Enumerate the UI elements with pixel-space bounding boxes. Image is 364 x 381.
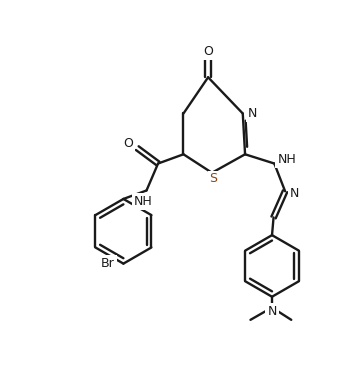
Text: N: N: [267, 305, 277, 318]
Text: O: O: [123, 137, 133, 150]
Text: S: S: [210, 173, 218, 186]
Text: NH: NH: [134, 195, 153, 208]
Text: N: N: [248, 107, 257, 120]
Text: N: N: [290, 187, 299, 200]
Text: Br: Br: [101, 257, 115, 270]
Text: NH: NH: [277, 153, 296, 166]
Text: O: O: [203, 45, 213, 58]
